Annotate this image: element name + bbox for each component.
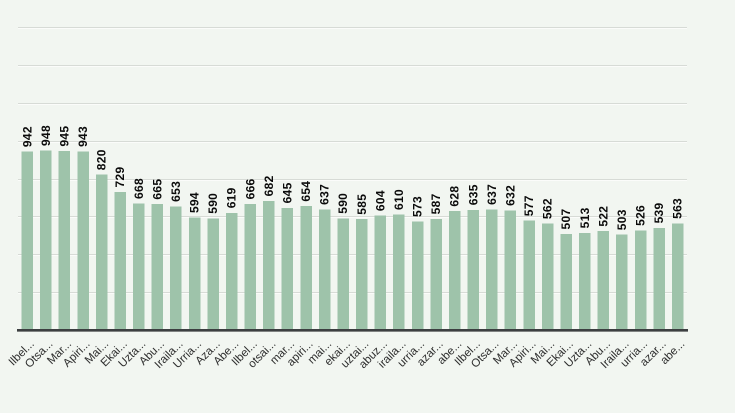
- bar-value-label: 577: [522, 195, 536, 216]
- bar-value-label: 604: [373, 190, 387, 211]
- bar[interactable]: [281, 207, 294, 330]
- bar[interactable]: [337, 218, 349, 330]
- bar-value-label: 587: [429, 193, 443, 214]
- bar-value-label: 590: [206, 193, 220, 214]
- bar[interactable]: [225, 212, 238, 330]
- bar[interactable]: [318, 209, 331, 330]
- bar-value-label: 628: [448, 186, 462, 207]
- bar[interactable]: [597, 231, 610, 330]
- bar-value-label: 945: [57, 126, 71, 147]
- bar-value-label: 526: [634, 205, 648, 226]
- bar[interactable]: [170, 206, 182, 330]
- bar-value-label: 635: [466, 184, 480, 205]
- bar[interactable]: [374, 215, 387, 330]
- bar[interactable]: [58, 151, 71, 330]
- bar-value-label: 820: [95, 149, 109, 170]
- bar-value-label: 590: [336, 193, 350, 214]
- bar-value-label: 637: [485, 184, 499, 205]
- bar-value-label: 637: [318, 184, 332, 205]
- bar[interactable]: [151, 204, 164, 330]
- bar-value-label: 513: [578, 207, 592, 228]
- bar-value-label: 594: [188, 192, 202, 213]
- bar[interactable]: [207, 218, 219, 330]
- bar[interactable]: [21, 151, 34, 330]
- bar-value-label: 503: [615, 209, 629, 230]
- bar-value-label: 632: [503, 185, 517, 206]
- bar-value-label: 948: [39, 125, 53, 146]
- bar[interactable]: [504, 210, 517, 330]
- bar[interactable]: [133, 203, 145, 331]
- bar-value-label: 585: [355, 194, 369, 215]
- bar[interactable]: [467, 209, 480, 330]
- bar[interactable]: [486, 209, 498, 330]
- bar[interactable]: [95, 174, 108, 330]
- bar[interactable]: [356, 219, 368, 330]
- bar-value-label: 665: [150, 179, 164, 200]
- bar-value-label: 573: [411, 196, 425, 217]
- bar-value-label: 666: [243, 178, 257, 199]
- bar-value-label: 729: [113, 167, 127, 188]
- bar[interactable]: [393, 214, 405, 330]
- bar[interactable]: [244, 203, 257, 330]
- bar-value-label: 562: [541, 198, 555, 219]
- bar[interactable]: [188, 217, 201, 330]
- bar-value-label: 943: [76, 126, 90, 147]
- bar-value-label: 522: [596, 206, 610, 227]
- bar-value-label: 668: [132, 178, 146, 199]
- bar-value-label: 563: [671, 198, 685, 219]
- bar-value-label: 682: [262, 175, 276, 196]
- bar-value-label: 507: [559, 209, 573, 230]
- bar[interactable]: [653, 227, 665, 330]
- bar[interactable]: [671, 223, 684, 330]
- bar-value-label: 654: [299, 181, 313, 202]
- bar[interactable]: [560, 233, 572, 330]
- bar-value-label: 645: [280, 182, 294, 203]
- bar[interactable]: [579, 232, 591, 330]
- bar[interactable]: [77, 151, 89, 330]
- bar-value-label: 610: [392, 189, 406, 210]
- bar[interactable]: [263, 200, 275, 330]
- bar[interactable]: [430, 218, 442, 330]
- bar-value-label: 539: [652, 202, 666, 223]
- bar-value-label: 653: [169, 181, 183, 202]
- bar[interactable]: [541, 223, 554, 330]
- bar[interactable]: [634, 230, 647, 330]
- bar[interactable]: [523, 220, 535, 330]
- bar-value-label: 942: [20, 126, 34, 147]
- bar[interactable]: [300, 206, 312, 330]
- bar-value-label: 619: [225, 187, 239, 208]
- bar[interactable]: [616, 234, 628, 330]
- bar[interactable]: [448, 211, 461, 330]
- bar[interactable]: [114, 191, 126, 330]
- bar[interactable]: [40, 150, 52, 330]
- bar[interactable]: [411, 221, 424, 330]
